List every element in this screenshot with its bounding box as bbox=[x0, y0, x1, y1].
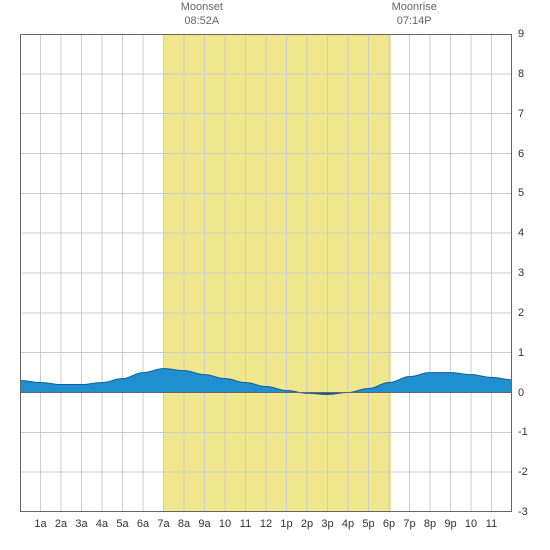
x-tick: 6a bbox=[137, 518, 149, 530]
x-tick: 8a bbox=[178, 518, 190, 530]
y-tick: 2 bbox=[518, 307, 524, 319]
y-tick: 4 bbox=[518, 227, 524, 239]
y-tick: 8 bbox=[518, 68, 524, 80]
x-tick: 5p bbox=[362, 518, 374, 530]
tide-chart: { "chart": { "type": "area", "width_px":… bbox=[0, 0, 550, 550]
x-tick: 10 bbox=[465, 518, 477, 530]
x-tick: 5a bbox=[116, 518, 128, 530]
y-tick: 0 bbox=[518, 387, 524, 399]
plot-area bbox=[20, 34, 512, 512]
y-tick: 3 bbox=[518, 267, 524, 279]
x-tick: 1p bbox=[280, 518, 292, 530]
y-tick: 9 bbox=[518, 28, 524, 40]
moonrise-time: 07:14P bbox=[392, 14, 437, 28]
y-tick: 1 bbox=[518, 347, 524, 359]
top-labels: Moonset 08:52A Moonrise 07:14P bbox=[0, 0, 550, 34]
y-tick: -1 bbox=[518, 426, 528, 438]
x-tick: 7a bbox=[157, 518, 169, 530]
y-tick: 6 bbox=[518, 148, 524, 160]
moonrise-label: Moonrise 07:14P bbox=[392, 0, 437, 28]
x-tick: 1a bbox=[34, 518, 46, 530]
moonset-time: 08:52A bbox=[181, 14, 223, 28]
x-tick: 4a bbox=[96, 518, 108, 530]
x-tick: 11 bbox=[240, 518, 251, 530]
moonset-label: Moonset 08:52A bbox=[181, 0, 223, 28]
x-tick: 3a bbox=[75, 518, 87, 530]
x-tick: 3p bbox=[321, 518, 333, 530]
x-tick: 7p bbox=[403, 518, 415, 530]
y-tick: 7 bbox=[518, 108, 524, 120]
x-tick: 9p bbox=[444, 518, 456, 530]
x-tick: 4p bbox=[342, 518, 354, 530]
y-axis-ticks: -3-2-10123456789 bbox=[518, 34, 538, 512]
y-tick: -3 bbox=[518, 506, 528, 518]
x-tick: 9a bbox=[198, 518, 210, 530]
x-tick: 6p bbox=[383, 518, 395, 530]
x-tick: 2p bbox=[301, 518, 313, 530]
x-tick: 12 bbox=[260, 518, 272, 530]
x-tick: 10 bbox=[219, 518, 231, 530]
moonrise-title: Moonrise bbox=[392, 0, 437, 14]
y-tick: -2 bbox=[518, 466, 528, 478]
x-tick: 8p bbox=[424, 518, 436, 530]
moonset-title: Moonset bbox=[181, 0, 223, 14]
x-tick: 11 bbox=[486, 518, 497, 530]
x-tick: 2a bbox=[55, 518, 67, 530]
y-tick: 5 bbox=[518, 187, 524, 199]
x-axis-ticks: 1a 2a 3a 4a 5a 6a 7a 8a 9a 10 11 12 1p 2p 3p 4p 5p 6p 7p 8p… bbox=[20, 518, 512, 538]
